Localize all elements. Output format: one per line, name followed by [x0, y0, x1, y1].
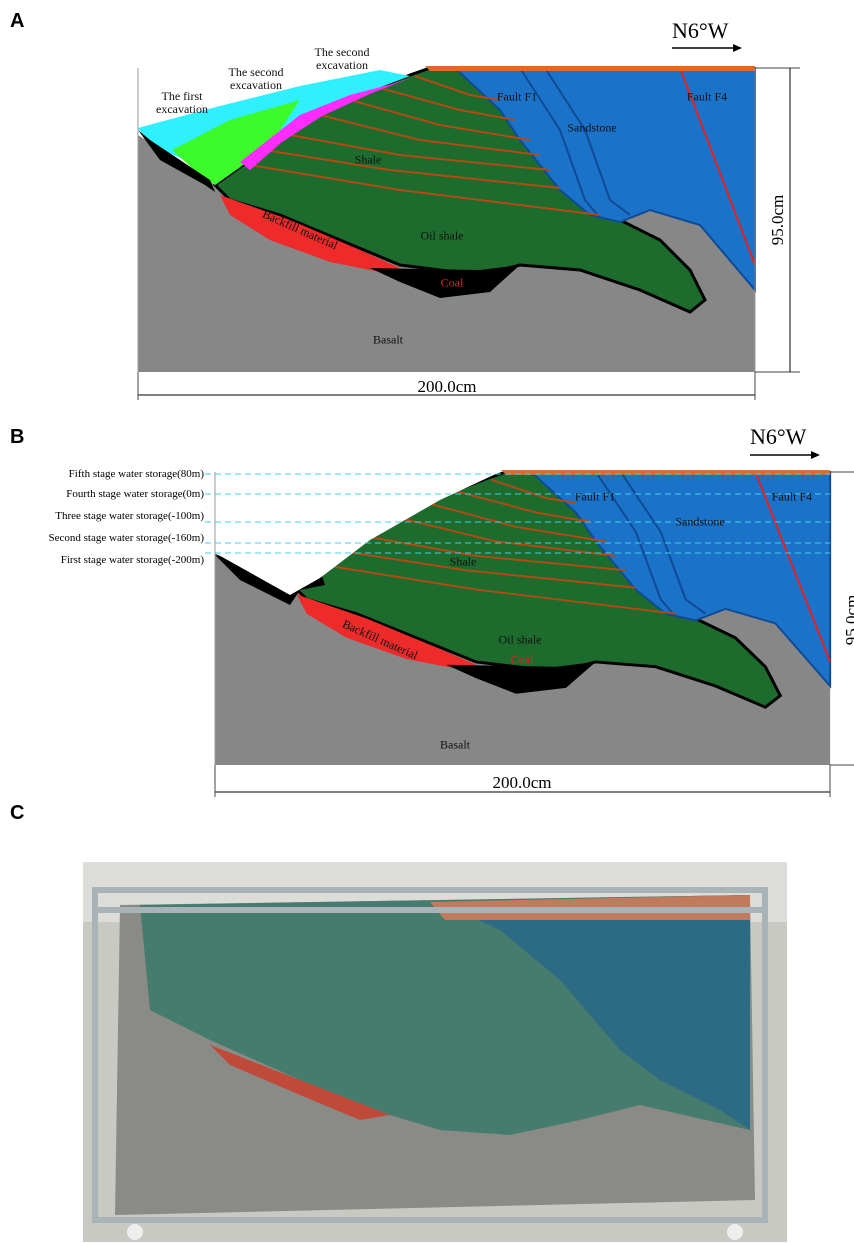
annotation: The second excavation: [211, 66, 301, 92]
layer-label: Fault F1: [575, 490, 615, 505]
direction: N6°W: [750, 424, 806, 450]
layer-label: Coal: [441, 276, 464, 291]
height-dimension: 95.0cm: [842, 595, 854, 646]
annotation: The first excavation: [137, 90, 227, 116]
layer-label: Sandstone: [567, 121, 616, 136]
layer-label: Coal: [511, 653, 534, 668]
layer-label: Shale: [355, 153, 382, 168]
layer-label: Fault F4: [687, 90, 727, 105]
panel-label: B: [10, 426, 24, 449]
panel-label: A: [10, 10, 24, 33]
water-level-label: First stage water storage(-200m): [61, 554, 204, 566]
width-dimension: 200.0cm: [492, 773, 551, 793]
layer-label: Sandstone: [675, 515, 724, 530]
water-level-label: Three stage water storage(-100m): [55, 510, 204, 522]
height-dimension: 95.0cm: [768, 195, 788, 246]
width-dimension: 200.0cm: [417, 377, 476, 397]
annotation: The second excavation: [297, 46, 387, 72]
layer-label: Fault F4: [772, 490, 812, 505]
layer-label: Basalt: [373, 333, 403, 348]
water-level-label: Fifth stage water storage(80m): [69, 468, 204, 480]
layer-label: Oil shale: [421, 229, 464, 244]
layer-label: Shale: [450, 555, 477, 570]
water-level-label: Fourth stage water storage(0m): [66, 488, 204, 500]
layer-label: Basalt: [440, 738, 470, 753]
water-level-label: Second stage water storage(-160m): [49, 532, 204, 544]
layer-label: Fault F1: [497, 90, 537, 105]
layer-label: Oil shale: [499, 633, 542, 648]
drawing: [0, 0, 854, 1243]
figure: A N6°W The first excavation The second e…: [0, 0, 854, 1243]
direction: N6°W: [672, 18, 728, 44]
panel-label: C: [10, 802, 24, 825]
